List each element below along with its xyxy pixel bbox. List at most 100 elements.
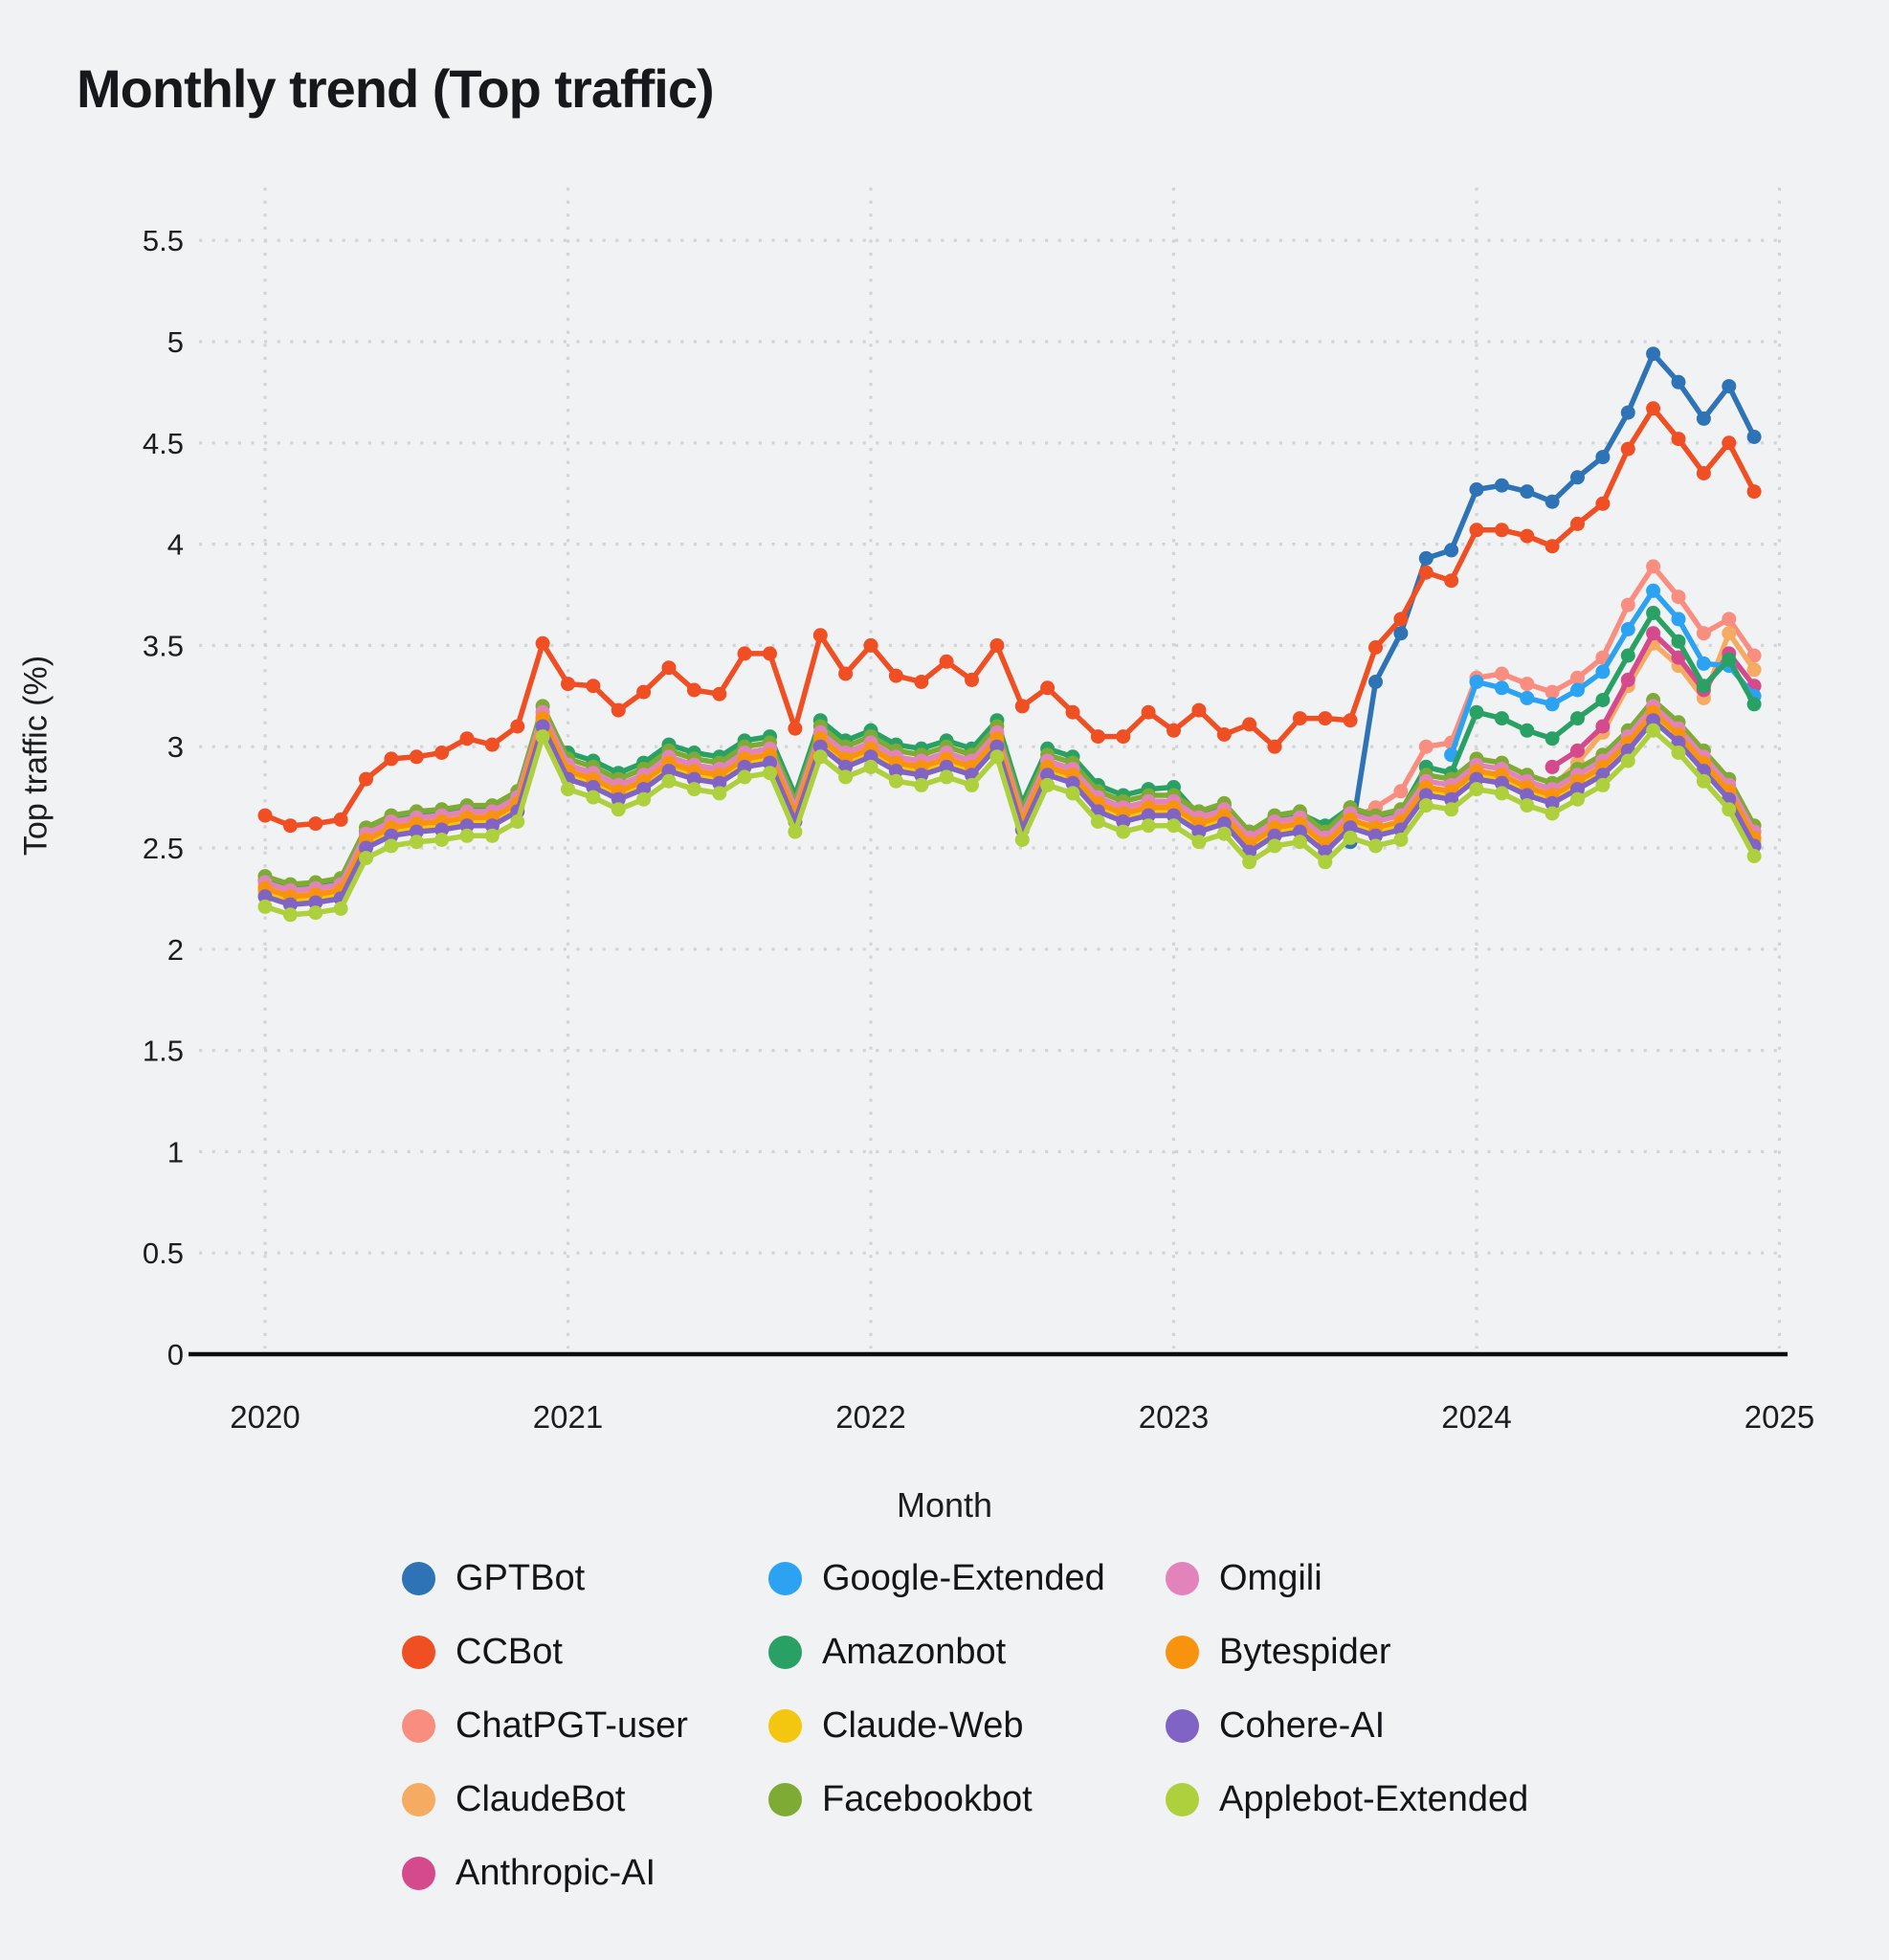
data-point-applebot-extended[interactable] xyxy=(661,773,677,789)
data-point-gptbot[interactable] xyxy=(1646,346,1661,362)
data-point-applebot-extended[interactable] xyxy=(1418,798,1433,813)
data-point-applebot-extended[interactable] xyxy=(535,729,550,745)
data-point-applebot-extended[interactable] xyxy=(1216,826,1232,841)
data-point-gptbot[interactable] xyxy=(1620,405,1635,420)
data-point-gptbot[interactable] xyxy=(1671,374,1686,390)
data-point-applebot-extended[interactable] xyxy=(1545,806,1560,821)
data-point-applebot-extended[interactable] xyxy=(1494,786,1509,801)
data-point-ccbot[interactable] xyxy=(1191,702,1207,718)
data-point-ccbot[interactable] xyxy=(1141,704,1156,720)
data-point-gptbot[interactable] xyxy=(1570,470,1585,485)
data-point-applebot-extended[interactable] xyxy=(1343,830,1358,845)
data-point-ccbot[interactable] xyxy=(1292,711,1307,726)
data-point-applebot-extended[interactable] xyxy=(510,814,525,829)
data-point-cohere-ai[interactable] xyxy=(1116,814,1131,829)
data-point-cohere-ai[interactable] xyxy=(1065,775,1080,791)
data-point-ccbot[interactable] xyxy=(510,719,525,734)
data-point-ccbot[interactable] xyxy=(661,660,677,676)
data-point-applebot-extended[interactable] xyxy=(1393,833,1409,847)
data-point-chatpgt-user[interactable] xyxy=(1746,648,1762,663)
data-point-ccbot[interactable] xyxy=(914,675,929,689)
data-point-applebot-extended[interactable] xyxy=(1671,746,1686,760)
data-point-applebot-extended[interactable] xyxy=(484,828,500,843)
data-point-cohere-ai[interactable] xyxy=(989,739,1005,754)
data-point-ccbot[interactable] xyxy=(586,679,601,694)
data-point-chatpgt-user[interactable] xyxy=(1620,597,1635,612)
data-point-ccbot[interactable] xyxy=(712,686,727,702)
data-point-ccbot[interactable] xyxy=(636,684,652,700)
data-point-ccbot[interactable] xyxy=(1494,523,1509,538)
data-point-cohere-ai[interactable] xyxy=(1191,824,1207,839)
data-point-ccbot[interactable] xyxy=(1090,729,1105,745)
data-point-cohere-ai[interactable] xyxy=(1292,824,1307,839)
data-point-cohere-ai[interactable] xyxy=(535,719,550,734)
legend-item-bytespider[interactable]: Bytespider xyxy=(1166,1632,1391,1673)
data-point-applebot-extended[interactable] xyxy=(1469,782,1484,797)
data-point-ccbot[interactable] xyxy=(384,751,399,767)
data-point-applebot-extended[interactable] xyxy=(763,766,777,781)
data-point-ccbot[interactable] xyxy=(686,682,701,698)
data-point-anthropic-ai[interactable] xyxy=(1646,626,1661,641)
data-point-applebot-extended[interactable] xyxy=(788,824,803,839)
data-point-applebot-extended[interactable] xyxy=(686,782,701,797)
data-point-cohere-ai[interactable] xyxy=(1469,771,1484,787)
data-point-applebot-extended[interactable] xyxy=(384,838,399,854)
data-point-cohere-ai[interactable] xyxy=(812,739,828,754)
data-point-chatpgt-user[interactable] xyxy=(1671,590,1686,605)
data-point-google-extended[interactable] xyxy=(1671,612,1686,627)
data-point-cohere-ai[interactable] xyxy=(611,791,626,807)
data-point-applebot-extended[interactable] xyxy=(1167,818,1181,834)
data-point-gptbot[interactable] xyxy=(1722,379,1737,394)
data-point-ccbot[interactable] xyxy=(1040,680,1056,696)
data-point-applebot-extended[interactable] xyxy=(1746,849,1762,863)
data-point-applebot-extended[interactable] xyxy=(333,902,348,916)
data-point-ccbot[interactable] xyxy=(308,816,323,832)
data-point-ccbot[interactable] xyxy=(1469,523,1484,538)
data-point-anthropic-ai[interactable] xyxy=(1570,743,1585,758)
data-point-applebot-extended[interactable] xyxy=(989,749,1005,765)
data-point-applebot-extended[interactable] xyxy=(1444,802,1459,817)
legend-item-applebot-extended[interactable]: Applebot-Extended xyxy=(1166,1779,1528,1820)
data-point-chatpgt-user[interactable] xyxy=(1520,677,1535,692)
data-point-applebot-extended[interactable] xyxy=(1090,814,1105,829)
data-point-amazonbot[interactable] xyxy=(1469,704,1484,720)
data-point-ccbot[interactable] xyxy=(434,746,450,760)
data-point-ccbot[interactable] xyxy=(838,666,854,681)
data-point-ccbot[interactable] xyxy=(1318,711,1333,726)
data-point-applebot-extended[interactable] xyxy=(282,907,298,923)
data-point-applebot-extended[interactable] xyxy=(359,851,373,866)
data-point-applebot-extended[interactable] xyxy=(939,769,954,785)
data-point-ccbot[interactable] xyxy=(737,646,752,661)
data-point-gptbot[interactable] xyxy=(1696,411,1711,426)
data-point-cohere-ai[interactable] xyxy=(1216,816,1232,832)
data-point-ccbot[interactable] xyxy=(1065,704,1080,720)
data-point-google-extended[interactable] xyxy=(1696,656,1711,671)
data-point-ccbot[interactable] xyxy=(788,721,803,736)
data-point-ccbot[interactable] xyxy=(1418,565,1433,580)
data-point-cohere-ai[interactable] xyxy=(661,764,677,779)
data-point-cohere-ai[interactable] xyxy=(863,749,878,765)
data-point-ccbot[interactable] xyxy=(1014,699,1030,714)
data-point-ccbot[interactable] xyxy=(409,749,424,765)
legend-item-claude-web[interactable]: Claude-Web xyxy=(768,1705,1024,1747)
data-point-applebot-extended[interactable] xyxy=(1318,855,1333,870)
data-point-google-extended[interactable] xyxy=(1646,583,1661,598)
data-point-amazonbot[interactable] xyxy=(1595,693,1611,707)
data-point-ccbot[interactable] xyxy=(939,654,954,669)
data-point-applebot-extended[interactable] xyxy=(1696,773,1711,789)
data-point-cohere-ai[interactable] xyxy=(459,818,475,834)
data-point-chatpgt-user[interactable] xyxy=(1494,666,1509,681)
data-point-applebot-extended[interactable] xyxy=(838,769,854,785)
data-point-ccbot[interactable] xyxy=(611,702,626,718)
data-point-cohere-ai[interactable] xyxy=(838,759,854,774)
data-point-google-extended[interactable] xyxy=(1570,682,1585,698)
data-point-ccbot[interactable] xyxy=(1595,496,1611,511)
legend-item-claudebot[interactable]: ClaudeBot xyxy=(402,1779,625,1820)
data-point-amazonbot[interactable] xyxy=(1646,606,1661,620)
data-point-cohere-ai[interactable] xyxy=(434,822,450,837)
data-point-gptbot[interactable] xyxy=(1368,675,1383,689)
data-point-amazonbot[interactable] xyxy=(1722,652,1737,667)
data-point-ccbot[interactable] xyxy=(1671,432,1686,447)
data-point-cohere-ai[interactable] xyxy=(1444,791,1459,807)
data-point-amazonbot[interactable] xyxy=(1620,648,1635,663)
